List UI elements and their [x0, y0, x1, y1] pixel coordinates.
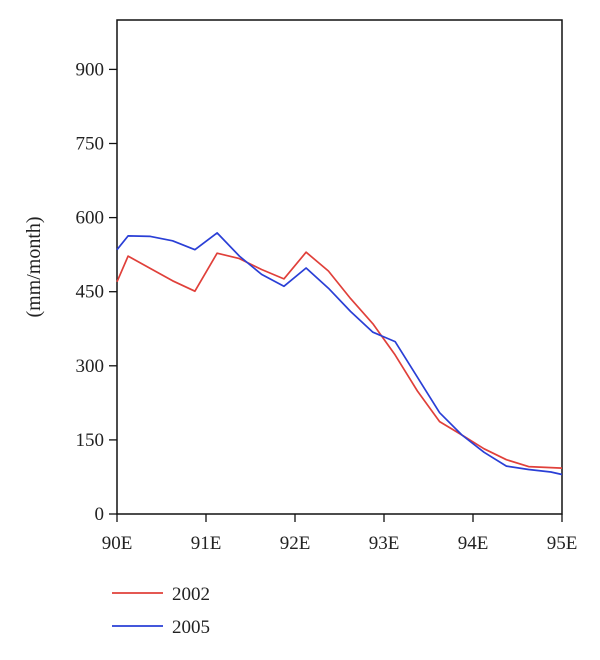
legend: 2002 2005 [112, 584, 210, 638]
y-tick-label: 900 [76, 59, 105, 80]
series-line-2002 [116, 251, 563, 469]
legend-label-2005: 2005 [172, 617, 210, 638]
legend-label-2002: 2002 [172, 584, 210, 605]
y-tick-label: 450 [76, 282, 105, 303]
y-tick-label: 750 [76, 134, 105, 155]
x-tick-label: 92E [280, 533, 311, 554]
y-axis-title: (mm/month) [23, 216, 45, 317]
y-tick-label: 150 [76, 430, 105, 451]
axes-layer: 0 150 300 450 600 750 900 90E 91E 92E 93E 94E 95E [76, 59, 578, 554]
x-tick-label: 94E [458, 533, 489, 554]
x-tick-label: 93E [369, 533, 400, 554]
y-tick-label: 300 [76, 356, 105, 377]
x-tick-label: 90E [102, 533, 133, 554]
series-line-2005 [116, 232, 563, 476]
plot-frame [116, 19, 563, 515]
x-tick-label: 95E [547, 533, 578, 554]
series-layer [116, 232, 563, 476]
y-tick-label: 0 [95, 504, 105, 525]
x-tick-label: 91E [191, 533, 222, 554]
y-tick-label: 600 [76, 208, 105, 229]
